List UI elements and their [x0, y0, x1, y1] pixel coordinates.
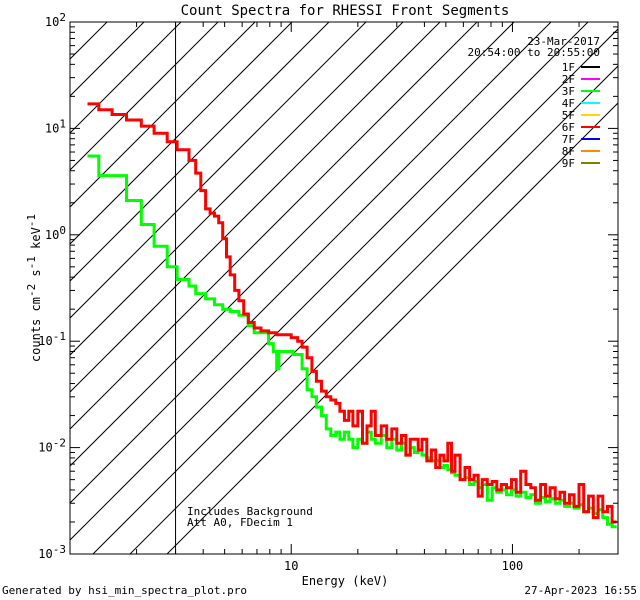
- hatch-line: [92, 28, 618, 554]
- hatch-line: [70, 22, 256, 208]
- hatch-line: [70, 22, 552, 504]
- y-tick-label: 10-2: [38, 437, 66, 455]
- legend-label-1F: 1F: [562, 61, 575, 74]
- y-label-part: counts cm: [29, 297, 43, 362]
- legend-label-5F: 5F: [562, 109, 575, 122]
- legend-label-6F: 6F: [562, 121, 575, 134]
- legend-label-7F: 7F: [562, 133, 575, 146]
- y-tick-label: 102: [45, 11, 66, 29]
- note-background: Includes Background: [187, 505, 313, 518]
- footer-timestamp: 27-Apr-2023 16:55: [524, 584, 637, 597]
- hatch-line: [70, 22, 589, 541]
- hatch-line: [70, 22, 404, 356]
- hatch-line: [166, 102, 618, 554]
- y-tick-label: 10-3: [38, 543, 66, 561]
- hatch-line: [70, 22, 441, 393]
- y-label-exp: -1: [25, 214, 38, 227]
- y-label-part: keV: [29, 227, 43, 256]
- x-tick-label: 10: [284, 559, 298, 573]
- y-label-exp: -1: [25, 256, 38, 269]
- time-range-label: 20:54:00 to 20:55:00: [468, 46, 600, 59]
- x-axis-label: Energy (keV): [302, 574, 389, 588]
- note-attenuator: Att A0, FDecim 1: [187, 516, 293, 529]
- series-line-3F: [87, 154, 617, 529]
- hatch-line: [70, 22, 330, 282]
- hatch-line: [70, 22, 219, 171]
- hatched-region: [70, 22, 618, 554]
- legend-label-4F: 4F: [562, 97, 575, 110]
- hatch-line: [70, 22, 145, 97]
- hatch-line: [129, 65, 618, 554]
- y-tick-label: 100: [45, 224, 66, 242]
- hatch-line: [70, 22, 108, 60]
- hatch-line: [70, 22, 293, 245]
- legend-label-3F: 3F: [562, 85, 575, 98]
- hatch-line: [70, 22, 182, 134]
- y-tick-label: 101: [45, 117, 66, 135]
- footer-generated-by: Generated by hsi_min_spectra_plot.pro: [2, 584, 247, 597]
- plot-frame: [69, 21, 619, 555]
- y-label-exp: -2: [25, 284, 38, 297]
- series-line-6F: [87, 102, 617, 524]
- chart-title: Count Spectra for RHESSI Front Segments: [181, 3, 510, 19]
- legend-label-9F: 9F: [562, 157, 575, 170]
- hatch-line: [70, 22, 367, 319]
- hatch-line: [70, 22, 515, 467]
- y-tick-label: 10-1: [38, 330, 66, 348]
- y-label-part: s: [29, 269, 43, 283]
- legend-label-8F: 8F: [562, 145, 575, 158]
- y-axis-label: counts cm-2 s-1 keV-1: [25, 214, 43, 362]
- date-label: 23-Mar-2017: [527, 35, 600, 48]
- x-tick-label: 100: [502, 559, 524, 573]
- hatch-line: [70, 22, 478, 430]
- legend-label-2F: 2F: [562, 73, 575, 86]
